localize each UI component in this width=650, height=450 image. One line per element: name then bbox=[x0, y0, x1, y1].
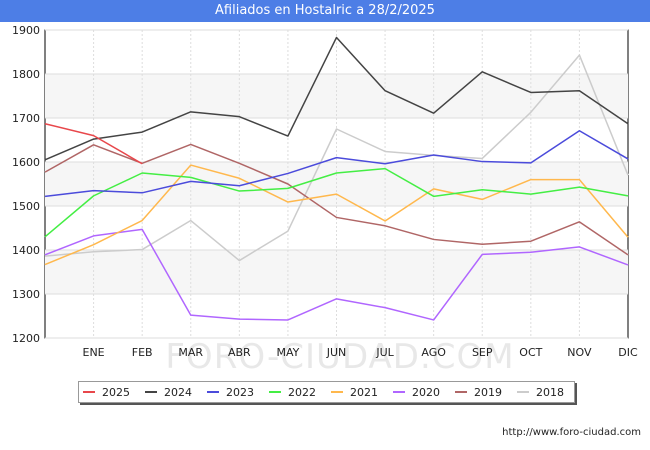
series-line-2024 bbox=[44, 36, 629, 161]
watermark: FORO-CIUDAD.COM bbox=[165, 337, 514, 377]
legend-swatch bbox=[517, 391, 529, 393]
y-tick-label: 1400 bbox=[12, 244, 40, 257]
x-tick-label: JUL bbox=[375, 346, 394, 359]
x-tick-label: DIC bbox=[618, 346, 638, 359]
chart-title: Afiliados en Hostalric a 28/2/2025 bbox=[0, 0, 650, 22]
x-tick-label: AGO bbox=[421, 346, 446, 359]
y-tick-label: 1800 bbox=[12, 68, 40, 81]
series-line-2023 bbox=[44, 130, 629, 198]
legend-item-2022: 2022 bbox=[269, 386, 316, 399]
y-tick-label: 1600 bbox=[12, 156, 40, 169]
y-tick-label: 1200 bbox=[12, 332, 40, 345]
legend-label: 2020 bbox=[412, 385, 440, 399]
legend-label: 2021 bbox=[350, 385, 378, 399]
legend-label: 2018 bbox=[536, 385, 564, 399]
legend-item-2021: 2021 bbox=[331, 386, 378, 399]
x-tick-label: OCT bbox=[519, 346, 542, 359]
legend-swatch bbox=[83, 391, 95, 393]
footer-url: http://www.foro-ciudad.com bbox=[502, 427, 641, 438]
x-tick-label: JUN bbox=[326, 346, 347, 359]
legend-label: 2019 bbox=[474, 385, 502, 399]
series-line-2020 bbox=[44, 228, 629, 321]
x-tick-label: ENE bbox=[83, 346, 105, 359]
x-tick-label: MAR bbox=[178, 346, 203, 359]
legend-label: 2022 bbox=[288, 385, 316, 399]
legend-item-2019: 2019 bbox=[455, 386, 502, 399]
legend-item-2024: 2024 bbox=[145, 386, 192, 399]
series-line-2018 bbox=[44, 54, 629, 262]
series-line-2022 bbox=[44, 167, 629, 238]
y-tick-label: 1500 bbox=[12, 200, 40, 213]
legend-item-2025: 2025 bbox=[83, 386, 130, 399]
legend-item-2023: 2023 bbox=[207, 386, 254, 399]
legend-item-2020: 2020 bbox=[393, 386, 440, 399]
legend-swatch bbox=[207, 391, 219, 393]
legend-swatch bbox=[455, 391, 467, 393]
legend-item-2018: 2018 bbox=[517, 386, 564, 399]
legend-swatch bbox=[269, 391, 281, 393]
x-tick-label: SEP bbox=[472, 346, 493, 359]
y-tick-label: 1900 bbox=[12, 24, 40, 37]
legend-swatch bbox=[331, 391, 343, 393]
x-tick-label: NOV bbox=[567, 346, 592, 359]
legend: 2025 2024 2023 2022 2021 2020 2019 2018 bbox=[78, 381, 575, 403]
legend-label: 2025 bbox=[102, 385, 130, 399]
legend-label: 2024 bbox=[164, 385, 192, 399]
series-line-2025 bbox=[44, 122, 143, 165]
y-tick-label: 1300 bbox=[12, 288, 40, 301]
legend-swatch bbox=[393, 391, 405, 393]
legend-label: 2023 bbox=[226, 385, 254, 399]
legend-swatch bbox=[145, 391, 157, 393]
series-line-2021 bbox=[44, 164, 629, 266]
y-tick-label: 1700 bbox=[12, 112, 40, 125]
x-tick-label: MAY bbox=[276, 346, 299, 359]
x-tick-label: FEB bbox=[132, 346, 153, 359]
x-tick-label: ABR bbox=[228, 346, 251, 359]
